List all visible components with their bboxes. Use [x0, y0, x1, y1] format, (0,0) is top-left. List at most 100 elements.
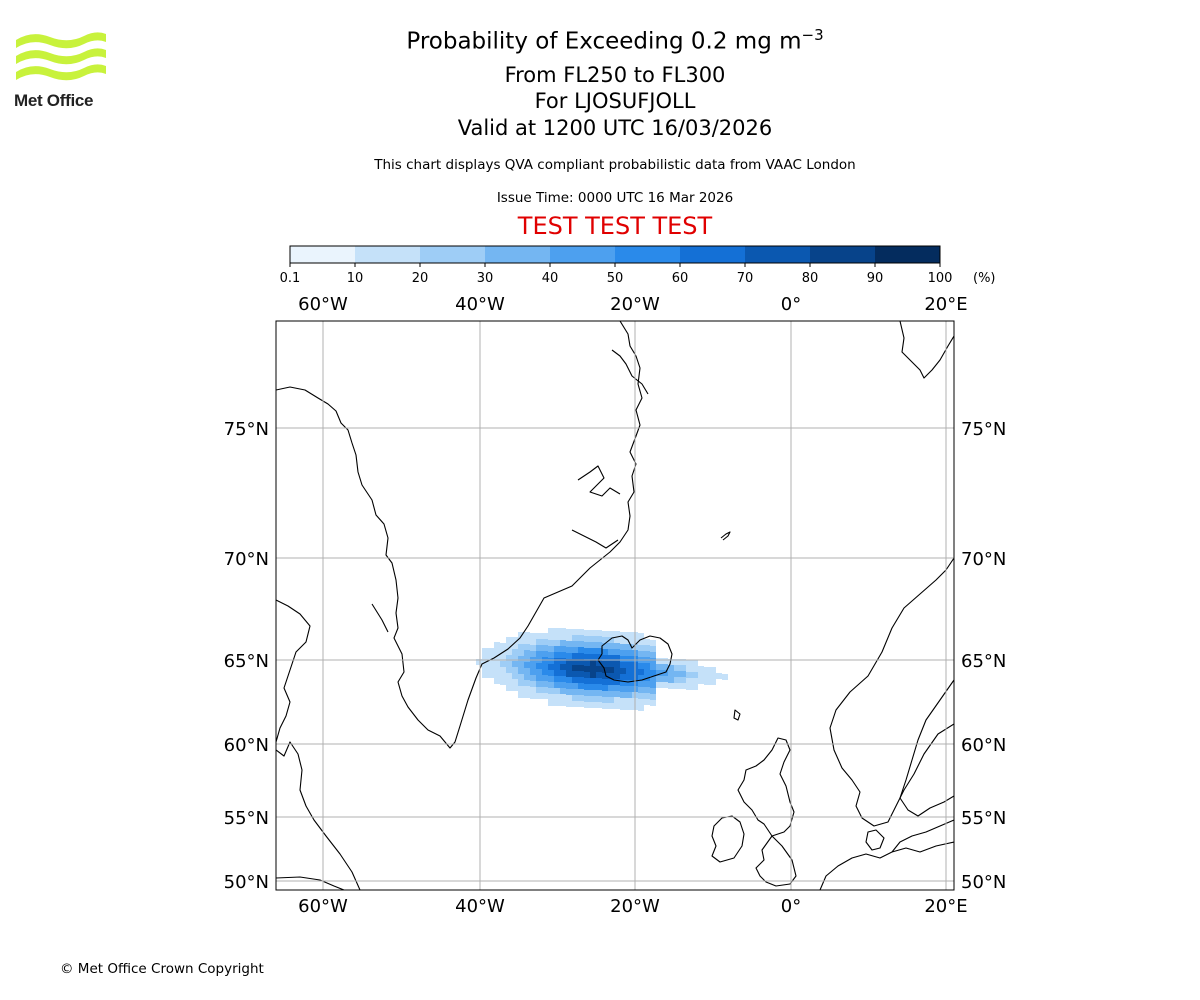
- plume-cell: [494, 678, 500, 684]
- plume-cell: [548, 628, 554, 634]
- plume-cell: [614, 691, 620, 697]
- plume-cell: [596, 678, 602, 684]
- plume-cell: [530, 693, 536, 699]
- plume-cell: [626, 680, 632, 686]
- plume-cell: [566, 701, 572, 707]
- plume-cell: [560, 676, 566, 682]
- ash-probability-plume: [476, 628, 728, 711]
- colorbar-swatch: [420, 246, 486, 263]
- plume-cell: [524, 662, 530, 668]
- plume-cell: [554, 652, 560, 658]
- plume-cell: [584, 666, 590, 672]
- plume-cell: [608, 703, 614, 709]
- plume-cell: [506, 649, 512, 655]
- plume-cell: [560, 694, 566, 700]
- plume-cell: [518, 674, 524, 680]
- plume-cell: [506, 679, 512, 685]
- plume-cell: [602, 679, 608, 685]
- plume-cell: [566, 635, 572, 641]
- plume-cell: [566, 659, 572, 665]
- plume-cell: [626, 692, 632, 698]
- lon-label-top: 20°W: [610, 294, 660, 315]
- plume-cell: [566, 647, 572, 653]
- plume-cell: [542, 633, 548, 639]
- plume-cell: [590, 660, 596, 666]
- plume-cell: [566, 677, 572, 683]
- greenland-fjord-2: [571, 529, 619, 549]
- plume-cell: [698, 678, 704, 684]
- plume-cell: [488, 660, 494, 666]
- plume-cell: [680, 671, 686, 677]
- lon-label-bottom: 60°W: [298, 896, 348, 917]
- plume-cell: [536, 681, 542, 687]
- lon-label-bottom: 40°W: [455, 896, 505, 917]
- plume-cell: [572, 701, 578, 707]
- plume-cell: [578, 641, 584, 647]
- plume-cell: [572, 635, 578, 641]
- plume-cell: [692, 678, 698, 684]
- plume-cell: [596, 702, 602, 708]
- plume-cell: [554, 628, 560, 634]
- plume-cell: [656, 670, 662, 676]
- plume-cell: [620, 644, 626, 650]
- plume-cell: [554, 634, 560, 640]
- plume-cell: [620, 638, 626, 644]
- plume-cell: [518, 668, 524, 674]
- plume-cell: [662, 670, 668, 676]
- plume-cell: [500, 673, 506, 679]
- plume-cell: [620, 692, 626, 698]
- lon-labels: 60°W 40°W 20°W 0° 20°E 60°W 40°W 20°W 0°…: [298, 294, 967, 917]
- plume-cell: [512, 655, 518, 661]
- plume-cell: [680, 677, 686, 683]
- probability-colorbar: 0.1 10 20 30 40 50 60 70 80 90 100 (%): [280, 245, 996, 286]
- plume-cell: [542, 651, 548, 657]
- plume-cell: [638, 705, 644, 711]
- plume-cell: [650, 640, 656, 646]
- plume-cell: [620, 686, 626, 692]
- plume-cell: [608, 685, 614, 691]
- plume-cell: [590, 696, 596, 702]
- plume-cell: [554, 688, 560, 694]
- plume-cell: [518, 638, 524, 644]
- lat-label-left: 70°N: [224, 549, 269, 570]
- lat-label-right: 55°N: [961, 808, 1006, 829]
- plume-cell: [620, 674, 626, 680]
- plume-cell: [578, 677, 584, 683]
- plume-cell: [602, 673, 608, 679]
- plume-cell: [584, 642, 590, 648]
- plume-cell: [590, 642, 596, 648]
- plume-cell: [536, 639, 542, 645]
- greenland-fjord-1: [577, 465, 621, 497]
- plume-cell: [572, 659, 578, 665]
- plume-cell: [548, 700, 554, 706]
- plume-cell: [620, 698, 626, 704]
- plume-cell: [524, 674, 530, 680]
- plume-cell: [560, 640, 566, 646]
- plume-cell: [524, 668, 530, 674]
- plume-cell: [536, 651, 542, 657]
- plume-cell: [602, 631, 608, 637]
- plume-cell: [584, 684, 590, 690]
- plume-cell: [512, 685, 518, 691]
- plume-cell: [512, 649, 518, 655]
- plume-cell: [608, 697, 614, 703]
- plume-cell: [578, 635, 584, 641]
- plume-cell: [650, 670, 656, 676]
- plume-cell: [620, 704, 626, 710]
- plume-cell: [554, 664, 560, 670]
- lon-label-top: 40°W: [455, 294, 505, 315]
- plume-cell: [644, 651, 650, 657]
- plume-cell: [518, 632, 524, 638]
- plume-cell: [512, 643, 518, 649]
- plume-cell: [572, 629, 578, 635]
- colorbar-swatch: [550, 246, 616, 263]
- plume-cell: [566, 665, 572, 671]
- plume-cell: [638, 693, 644, 699]
- plume-cell: [596, 642, 602, 648]
- plume-cell: [590, 666, 596, 672]
- baltic-coast: [891, 819, 954, 853]
- plume-cell: [536, 669, 542, 675]
- plume-cell: [482, 654, 488, 660]
- plume-cell: [590, 690, 596, 696]
- plume-cell: [494, 660, 500, 666]
